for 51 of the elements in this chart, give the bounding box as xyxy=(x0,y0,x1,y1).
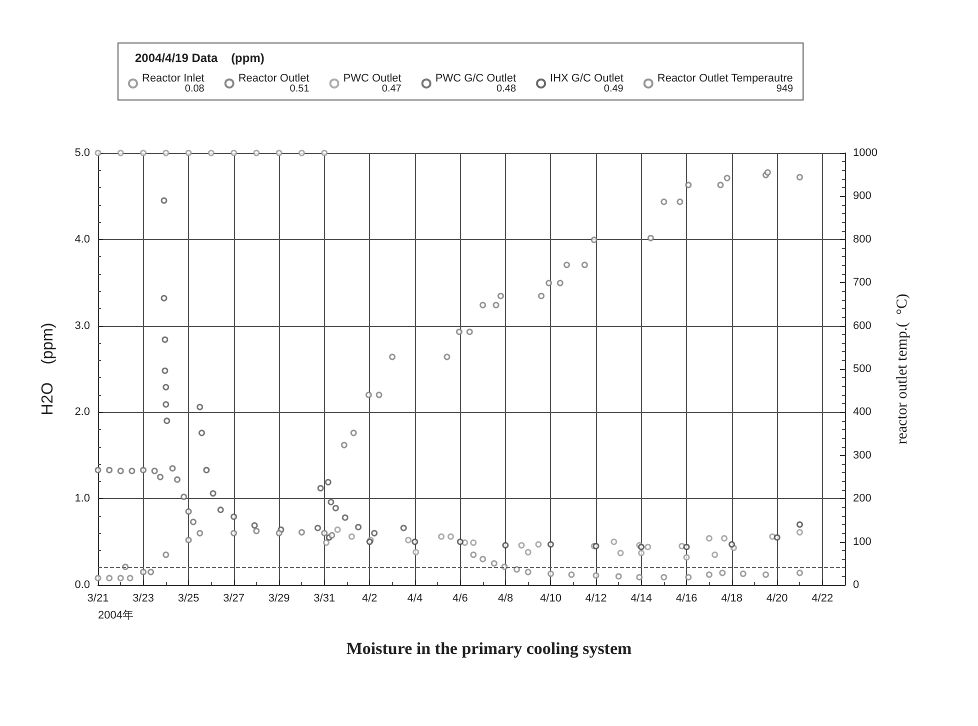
y2-tick-label: 800 xyxy=(853,233,872,246)
x-tick-label: 4/4 xyxy=(407,592,423,604)
y2-tick-label: 500 xyxy=(853,363,872,375)
x-tick-label: 4/6 xyxy=(452,592,468,604)
x-tick-label: 4/22 xyxy=(812,592,834,604)
y2-tick-label: 700 xyxy=(853,276,872,289)
text: 0.08 xyxy=(184,84,205,94)
x-tick-label: 4/2 xyxy=(362,592,378,604)
x-tick-label: 3/25 xyxy=(178,592,200,604)
y2-tick-label: 900 xyxy=(853,190,872,202)
y2-tick-label: 400 xyxy=(853,406,872,418)
x-tick-label: 3/23 xyxy=(132,592,154,604)
x-tick-label: 4/20 xyxy=(766,592,788,604)
y-tick-label: 4.0 xyxy=(74,233,90,246)
x-tick-label: 3/31 xyxy=(314,592,336,604)
y2-tick-label: 200 xyxy=(853,492,872,505)
legend-label: Reactor Outlet Temperautre xyxy=(657,72,793,84)
y2-axis-title: reactor outlet temp.( °C) xyxy=(894,294,910,444)
x-tick-label: 3/29 xyxy=(268,592,290,604)
legend-label: IHX G/C Outlet xyxy=(550,72,624,84)
x-tick-label: 4/14 xyxy=(630,592,652,604)
y-tick-label: 0.0 xyxy=(74,579,90,591)
text: 0.47 xyxy=(382,84,402,94)
x-tick-label: 4/18 xyxy=(721,592,743,604)
text: 0.49 xyxy=(604,84,624,94)
y-tick-label: 3.0 xyxy=(74,320,90,332)
x-tick-label: 4/8 xyxy=(498,592,514,604)
text: 2004年 xyxy=(98,610,134,622)
x-tick-label: 4/16 xyxy=(676,592,698,604)
y-tick-label: 2.0 xyxy=(74,406,90,418)
y-tick-label: 1.0 xyxy=(74,492,90,505)
x-tick-label: 4/10 xyxy=(540,592,562,604)
y-tick-label: 5.0 xyxy=(74,147,90,159)
text: 949 xyxy=(776,84,794,94)
x-tick-label: 3/21 xyxy=(87,592,109,604)
text: Moisture in the primary cooling system xyxy=(346,639,632,658)
text: 0.48 xyxy=(496,84,516,94)
x-tick-label: 3/27 xyxy=(223,592,245,604)
legend-title: 2004/4/19 Data (ppm) xyxy=(135,51,264,65)
y2-tick-label: 100 xyxy=(853,536,872,548)
y2-tick-label: 600 xyxy=(853,320,872,332)
legend-label: PWC G/C Outlet xyxy=(435,72,516,84)
x-tick-label: 4/12 xyxy=(585,592,607,604)
y2-tick-label: 1000 xyxy=(853,147,878,159)
y2-tick-label: 0 xyxy=(853,579,860,591)
legend-label: Reactor Inlet xyxy=(142,72,204,84)
legend-label: PWC Outlet xyxy=(343,72,402,84)
legend-label: Reactor Outlet xyxy=(238,72,310,84)
y2-tick-label: 300 xyxy=(853,449,872,462)
text: 0.51 xyxy=(290,84,310,94)
y-axis-title: H2O (ppm) xyxy=(40,322,56,416)
